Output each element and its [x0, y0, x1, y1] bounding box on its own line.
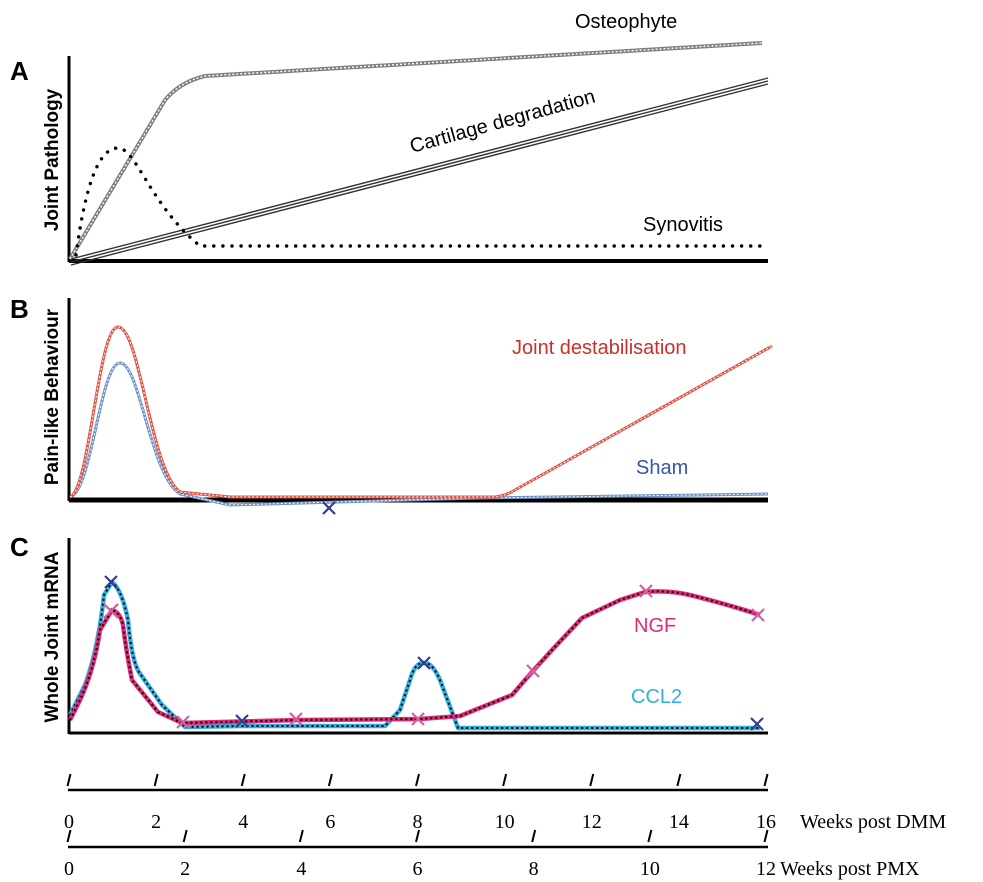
- joint-destabilisation-label: Joint destabilisation: [512, 337, 687, 359]
- ngf-marker: [639, 584, 653, 598]
- dmm-tick-label: 14: [669, 811, 689, 833]
- ccl2-markers: [104, 575, 764, 731]
- pmx-tick: [415, 829, 420, 843]
- ccl2-marker: [235, 714, 249, 728]
- pmx-axis-label: Weeks post PMX: [780, 858, 920, 880]
- ngf-marker: [751, 608, 765, 622]
- dmm-tick-label: 8: [413, 811, 423, 833]
- dmm-tick-labels: 0 2 4 6 8 10 12 14 16: [64, 811, 776, 833]
- dmm-tick: [502, 773, 508, 787]
- dmm-axis: 0 2 4 6 8 10 12 14 16 Weeks post DMM: [64, 773, 946, 833]
- pmx-tick-label: 2: [180, 858, 190, 880]
- x-marker: [322, 501, 336, 515]
- ccl2-label: CCL2: [631, 686, 682, 708]
- ngf-label: NGF: [634, 615, 676, 637]
- pmx-tick-label: 10: [640, 858, 660, 880]
- panel-b-y-axis-label: Pain-like Behaviour: [42, 308, 63, 485]
- ngf-marker: [176, 715, 190, 729]
- dmm-tick-label: 4: [238, 811, 248, 833]
- panel-a-letter: A: [10, 56, 29, 86]
- pmx-tick: [647, 829, 653, 843]
- synovitis-label: Synovitis: [643, 214, 723, 236]
- dmm-tick-label: 16: [756, 811, 776, 833]
- panel-b: B Pain-like Behaviour Sham Joint destabi…: [10, 294, 773, 515]
- panel-c: C Whole Joint mRNA NGF CCL2: [10, 532, 768, 735]
- ngf-markers: [103, 584, 765, 729]
- dmm-tick: [66, 773, 72, 787]
- pmx-tick-labels: 0 2 4 6 8 10 12: [64, 858, 776, 880]
- dmm-tick: [589, 773, 595, 787]
- ngf-marker: [103, 603, 119, 619]
- ngf-marker: [289, 712, 303, 726]
- pmx-axis: 0 2 4 6 8 10 12 Weeks post PMX: [64, 829, 920, 880]
- osteophyte-curve-inner: [69, 42, 763, 260]
- dmm-tick-marks: [66, 773, 769, 787]
- panel-a: A Joint Pathology Osteophyte Cartilage d…: [10, 11, 770, 266]
- ngf-curve: [67, 589, 761, 726]
- dmm-tick: [153, 773, 159, 787]
- osteophyte-label: Osteophyte: [575, 11, 677, 33]
- joint-destabilisation-curve-inner: [69, 326, 773, 498]
- sham-curve-inner: [69, 362, 769, 506]
- ccl2-marker: [750, 717, 764, 731]
- ccl2-marker: [104, 575, 118, 589]
- dmm-tick: [327, 773, 333, 787]
- pmx-tick-label: 8: [529, 858, 539, 880]
- panel-b-letter: B: [10, 294, 29, 324]
- pmx-tick: [298, 829, 304, 843]
- panel-c-y-axis-label: Whole Joint mRNA: [42, 551, 63, 722]
- pmx-tick: [763, 829, 769, 843]
- panel-c-letter: C: [10, 532, 29, 562]
- sham-curve: [69, 361, 769, 507]
- cartilage-degradation-curve: [70, 77, 769, 266]
- synovitis-curve: [74, 146, 770, 257]
- ccl2-marker: [417, 656, 431, 670]
- dmm-tick: [676, 773, 682, 787]
- dmm-tick: [415, 773, 420, 787]
- ngf-marker: [411, 712, 425, 726]
- dmm-tick-label: 2: [151, 811, 161, 833]
- pmx-tick-label: 4: [296, 858, 306, 880]
- ccl2-curve-dots: [69, 580, 760, 729]
- dmm-tick-label: 10: [495, 811, 515, 833]
- dmm-tick-label: 12: [582, 811, 602, 833]
- dmm-tick: [240, 773, 246, 787]
- pmx-tick-label: 0: [64, 858, 74, 880]
- pmx-tick-label: 12: [756, 858, 776, 880]
- dmm-tick-label: 6: [325, 811, 335, 833]
- dmm-tick: [763, 773, 769, 787]
- dmm-tick-label: 0: [64, 811, 74, 833]
- sham-label: Sham: [636, 457, 688, 479]
- pmx-tick-marks: [66, 829, 769, 843]
- pmx-tick: [531, 829, 537, 843]
- ngf-marker: [526, 664, 540, 678]
- pmx-tick: [182, 829, 188, 843]
- panel-a-y-axis-label: Joint Pathology: [42, 88, 63, 231]
- dmm-axis-label: Weeks post DMM: [800, 811, 946, 833]
- pmx-tick: [66, 829, 72, 843]
- pmx-tick-label: 6: [413, 858, 423, 880]
